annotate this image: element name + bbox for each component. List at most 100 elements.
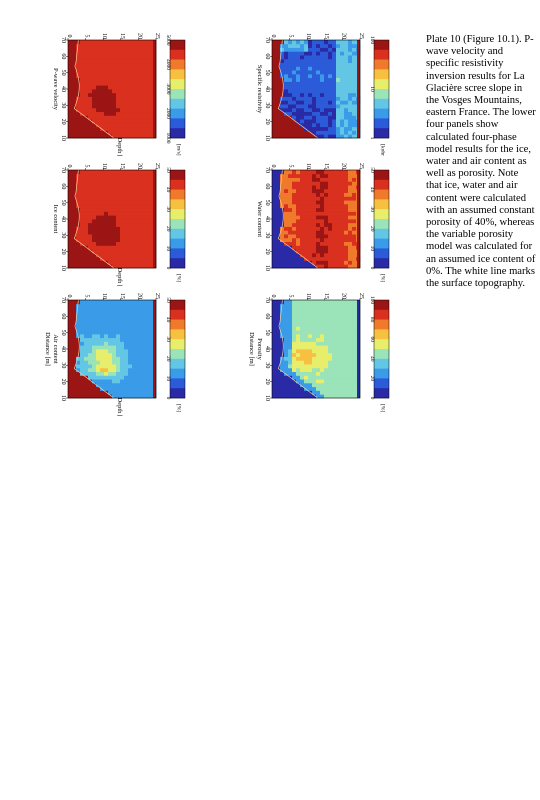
heatmap-cell [296,100,301,105]
heatmap-cell [124,115,129,120]
depth-tick-label: 25 [154,163,160,169]
heatmap-cell [136,62,141,67]
heatmap-cell [136,92,141,97]
heatmap-cell [136,322,141,327]
heatmap-cell [132,386,137,391]
heatmap-cell [344,230,349,235]
colorbar-segment [374,258,389,269]
heatmap-cell [116,107,121,113]
heatmap-cell [116,130,121,135]
heatmap-cell [68,318,73,324]
heatmap-cell [276,130,281,135]
heatmap-cell [288,207,293,212]
heatmap-cell [80,70,85,75]
heatmap-cell [292,356,297,361]
distance-tick-label: 30 [264,102,270,108]
heatmap-cell [352,130,357,135]
heatmap-cell [108,188,113,194]
heatmap-cell [272,379,277,384]
heatmap-cell [352,100,357,105]
heatmap-cell [88,237,93,243]
heatmap-cell [68,341,73,346]
heatmap-cell [88,122,93,128]
heatmap-cell [88,349,93,354]
heatmap-cell [100,222,105,227]
heatmap-cell [153,300,156,398]
heatmap-cell [140,40,145,45]
heatmap-cell [332,360,337,365]
heatmap-cell [140,394,145,399]
heatmap-cell [104,62,109,67]
heatmap-cell [292,300,297,305]
heatmap-cell [340,58,345,64]
heatmap-cell [292,318,297,324]
heatmap-cell [292,115,297,120]
colorbar-unit: [m/s] [176,144,182,156]
heatmap-cell [300,181,305,186]
heatmap-cell [92,70,97,75]
heatmap-cell [336,211,341,216]
heatmap-cell [96,89,101,94]
heatmap-cell [120,104,125,109]
heatmap-cell [68,47,73,52]
colorbar-segment [170,40,185,51]
heatmap-cell [84,200,89,205]
heatmap-cell [80,352,85,357]
heatmap-cell [312,360,317,365]
heatmap-cell [332,311,337,316]
heatmap-cell [136,311,141,316]
heatmap-cell [88,173,93,178]
heatmap-cell [296,326,301,331]
heatmap-cell [296,173,301,178]
heatmap-cell [344,252,349,258]
heatmap-cell [352,307,357,312]
heatmap-cell [312,134,317,139]
colorbar-segment [374,319,389,330]
heatmap-cell [84,326,89,331]
heatmap-cell [300,55,305,60]
heatmap-cell [92,241,97,246]
heatmap-cell [84,81,89,86]
heatmap-cell [92,226,97,231]
distance-tick-label: 50 [60,200,66,206]
heatmap-cell [120,96,125,101]
heatmap-cell [68,55,73,60]
heatmap-cell [276,264,281,269]
heatmap-cell [352,264,357,269]
colorbar-tick-label: 80 [369,317,375,323]
depth-tick-label: 0 [66,35,72,38]
heatmap-cell [120,360,125,365]
heatmap-cell [76,322,81,327]
heatmap-cell [116,222,121,227]
heatmap-cell [116,394,121,399]
colorbar-segment [170,199,185,210]
heatmap-cell [292,333,297,339]
heatmap-cell [108,55,113,60]
heatmap-cell [148,390,153,395]
heatmap-cell [124,375,129,380]
heatmap-cell [312,203,317,209]
heatmap-cell [148,326,153,331]
heatmap-cell [116,40,121,45]
heatmap-cell [124,181,129,186]
heatmap-cell [120,134,125,139]
heatmap-cell [284,107,289,113]
heatmap-cell [328,192,333,197]
heatmap-cell [124,126,129,131]
surface-topography-line [73,299,115,399]
heatmap-cell [340,303,345,308]
heatmap-cell [112,256,117,261]
heatmap-cell [136,96,141,101]
heatmap-cell [312,55,317,60]
heatmap-cell [84,237,89,243]
colorbar-frame [169,39,186,139]
heatmap-cell [280,226,285,231]
colorbar-segment [170,258,185,269]
heatmap-cell [132,356,137,361]
heatmap-cell [132,55,137,60]
heatmap-cell [312,222,317,227]
colorbar-tick-label: 20 [165,226,171,232]
heatmap-cell [144,371,149,376]
heatmap-cell [296,379,301,384]
heatmap-cell [128,315,133,320]
